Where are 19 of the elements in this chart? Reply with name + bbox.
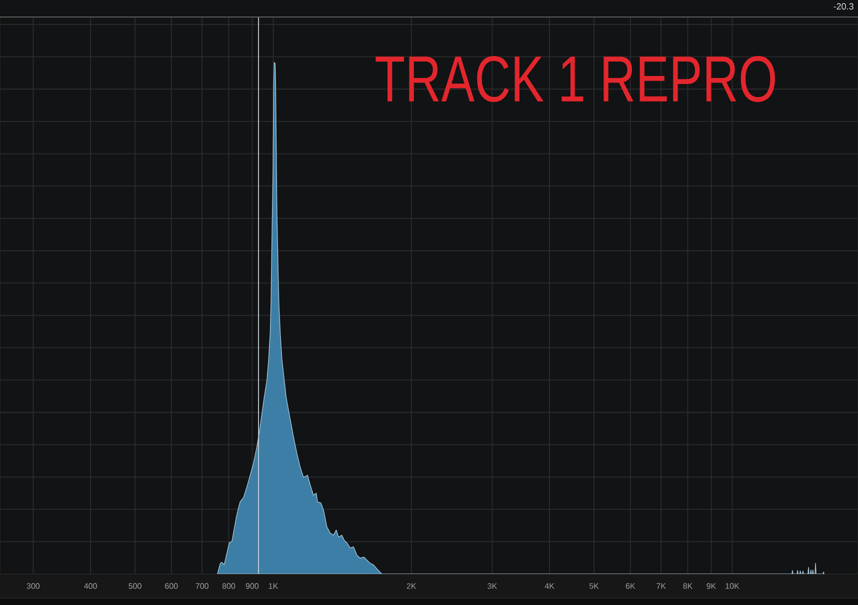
x-tick-label: 2K [406, 583, 416, 589]
x-tick-label: 8K [683, 583, 693, 589]
x-tick-label: 600 [165, 583, 178, 589]
x-tick-label: 500 [128, 583, 142, 589]
x-tick-label: 900 [246, 583, 259, 589]
x-tick-label: 10K [726, 583, 740, 589]
x-tick-label: 9K [706, 583, 716, 589]
x-tick-label: 1K [268, 583, 278, 589]
x-tick-label: 800 [222, 583, 236, 589]
x-tick-label: 400 [84, 583, 97, 589]
x-tick-label: 5K [589, 583, 599, 589]
chart-title: TRACK 1 REPRO [376, 56, 775, 102]
x-tick-label: 7K [656, 583, 666, 589]
x-tick-label: 6K [626, 583, 636, 589]
text: -20.3 [834, 3, 854, 10]
x-tick-label: 4K [544, 583, 554, 589]
x-tick-label: 3K [488, 583, 498, 589]
x-tick-label: 300 [26, 583, 40, 589]
x-tick-label: 700 [196, 583, 208, 589]
